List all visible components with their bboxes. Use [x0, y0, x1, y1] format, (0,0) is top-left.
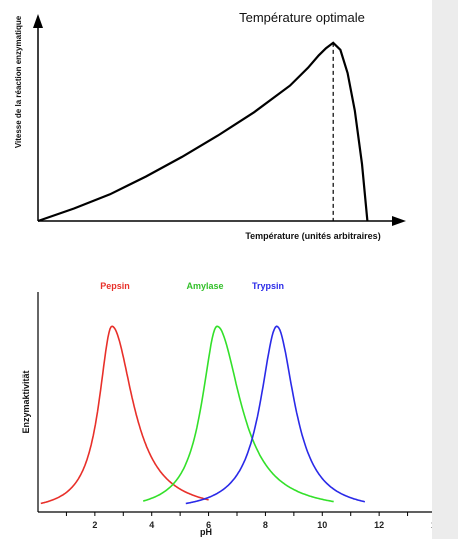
series-line-trypsin	[185, 325, 366, 505]
x-tick-label: 8	[263, 520, 268, 530]
series-line	[37, 41, 369, 223]
series-lines	[40, 325, 366, 505]
y-axis-arrow-icon	[33, 14, 43, 28]
legend-label-pepsin: Pepsin	[100, 281, 130, 291]
x-tick-label: 10	[317, 520, 327, 530]
x-tick-label: 14	[431, 520, 432, 530]
page-edge-strip	[432, 0, 458, 539]
y-axis-label: Vitesse de la réaction enzymatique	[14, 15, 23, 148]
x-axis-label: Température (unités arbitraires)	[245, 231, 380, 241]
series-line-amylase	[142, 325, 334, 503]
x-tick-label: 12	[374, 520, 384, 530]
legend-label-trypsin: Trypsin	[252, 281, 284, 291]
x-axis-label: pH	[200, 527, 212, 537]
optimum-annotation: Température optimale	[239, 10, 365, 25]
temperature-chart: Température optimale Température (unités…	[14, 10, 406, 241]
x-axis-arrow-icon	[392, 216, 406, 226]
series-line-pepsin	[40, 325, 209, 505]
x-tick-label: 2	[92, 520, 97, 530]
x-tick-label: 4	[149, 520, 154, 530]
y-axis-label: Enzymaktivität	[21, 370, 31, 433]
ph-chart: 2 4 6 8 10 12 14 Pepsin Amylase Trypsin pH Enz…	[21, 281, 432, 537]
x-tick-label: 6	[206, 520, 211, 530]
legend-label-amylase: Amylase	[186, 281, 223, 291]
x-axis-ticks: 2 4 6 8 10 12 14	[65, 512, 432, 530]
